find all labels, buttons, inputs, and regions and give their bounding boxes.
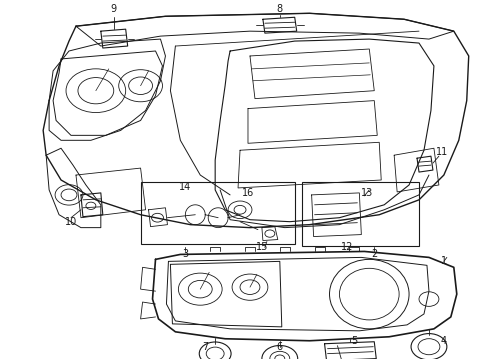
Text: 9: 9 xyxy=(111,4,117,14)
Text: 6: 6 xyxy=(277,342,283,352)
Text: 15: 15 xyxy=(256,243,268,252)
Text: 1: 1 xyxy=(441,256,447,266)
Bar xyxy=(302,182,419,247)
Text: 2: 2 xyxy=(371,249,377,260)
Text: 11: 11 xyxy=(436,147,448,157)
Text: 13: 13 xyxy=(361,188,373,198)
Text: 4: 4 xyxy=(441,336,447,346)
Text: 12: 12 xyxy=(341,243,354,252)
Text: 7: 7 xyxy=(202,342,208,352)
Text: 3: 3 xyxy=(182,249,188,260)
Text: 5: 5 xyxy=(351,336,358,346)
Text: 14: 14 xyxy=(179,182,192,192)
Bar xyxy=(141,182,294,244)
Text: 10: 10 xyxy=(65,217,77,227)
Text: 16: 16 xyxy=(242,188,254,198)
Text: 8: 8 xyxy=(277,4,283,14)
